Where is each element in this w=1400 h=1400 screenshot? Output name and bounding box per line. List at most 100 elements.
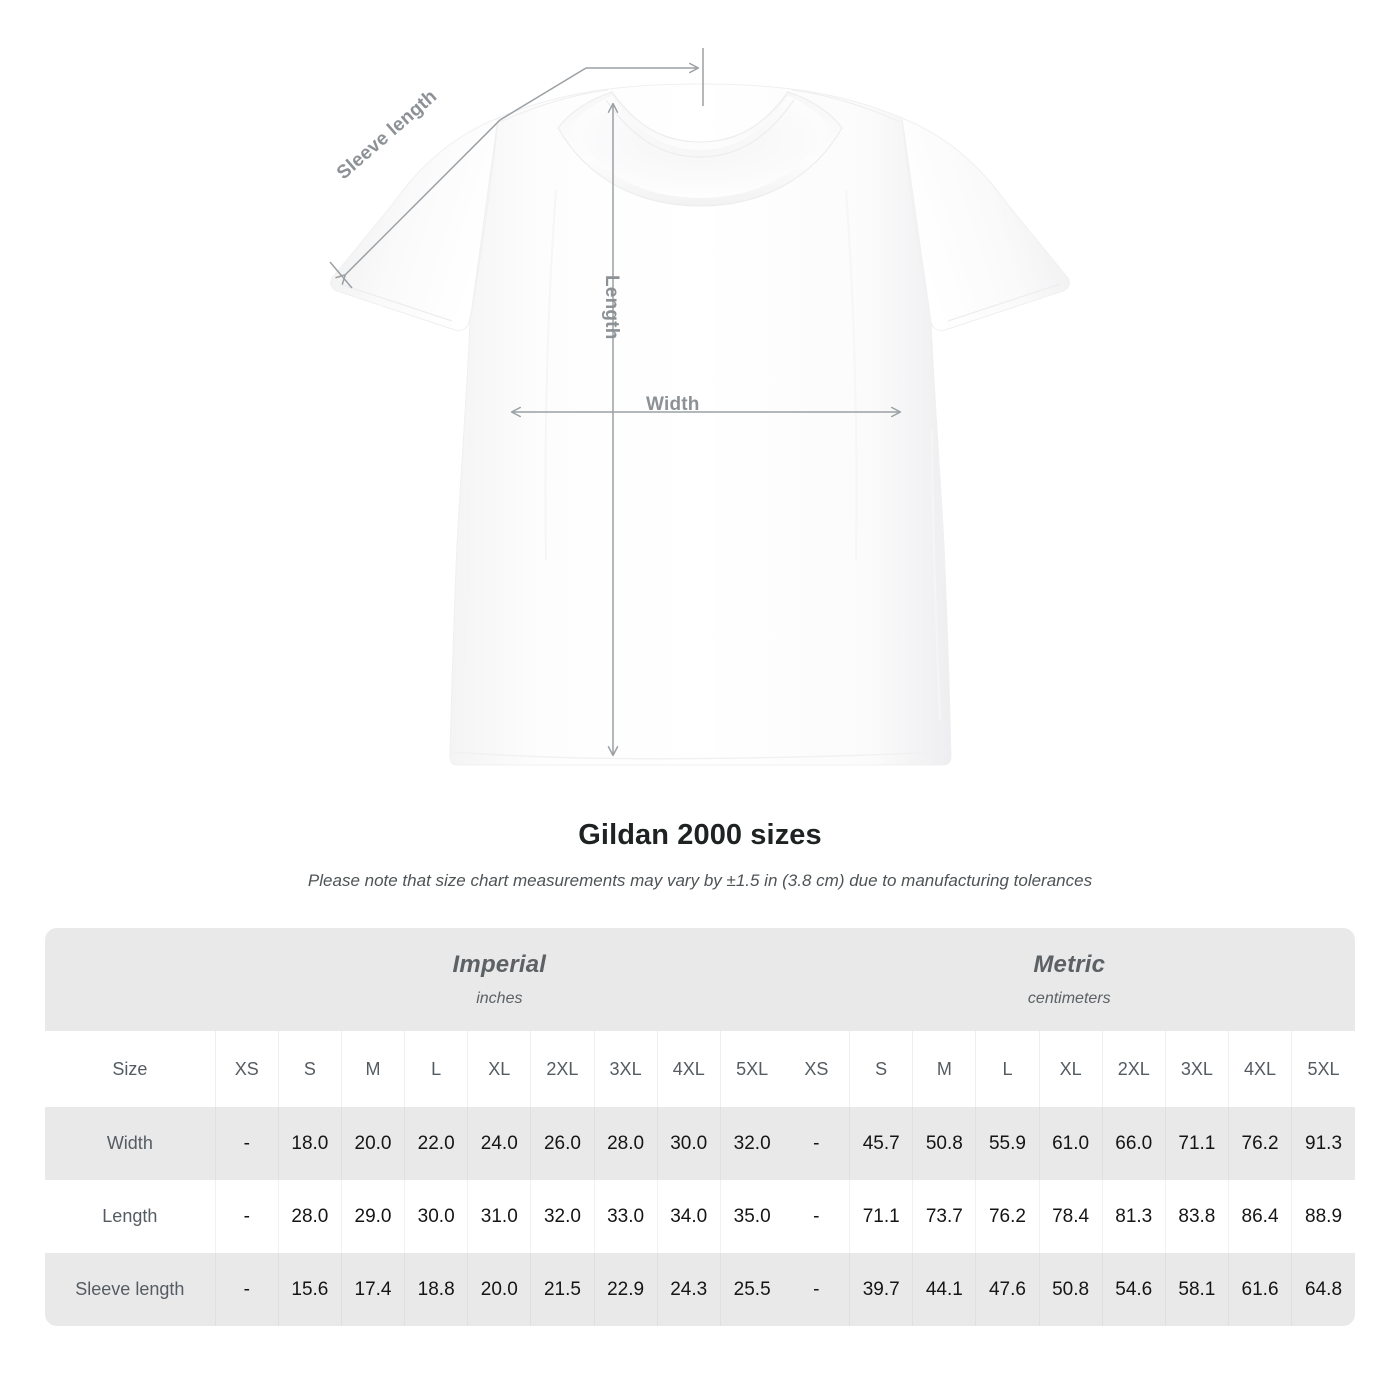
cell-width-imperial-m: 20.0	[340, 1107, 405, 1180]
size-header-metric-2xl: 2XL	[1101, 1031, 1166, 1107]
cell-sleeve-length-metric-3xl: 58.1	[1164, 1253, 1229, 1326]
sleeve-end-tick	[329, 261, 353, 289]
cell-length-metric-m: 73.7	[912, 1180, 976, 1253]
cell-length-metric-4xl: 86.4	[1227, 1180, 1292, 1253]
cell-length-imperial-s: 28.0	[277, 1180, 342, 1253]
cell-sleeve-length-imperial-3xl: 22.9	[593, 1253, 658, 1326]
cell-length-metric-xl: 78.4	[1038, 1180, 1103, 1253]
cell-sleeve-length-metric-4xl: 61.6	[1227, 1253, 1292, 1326]
cell-width-metric-4xl: 76.2	[1227, 1107, 1292, 1180]
cell-sleeve-length-metric-2xl: 54.6	[1101, 1253, 1166, 1326]
cell-sleeve-length-metric-5xl: 64.8	[1291, 1253, 1355, 1326]
size-chart-table-container: Imperial inches Metric centimeters Size X…	[45, 928, 1355, 1326]
cell-sleeve-length-imperial-xl: 20.0	[467, 1253, 531, 1326]
size-header-imperial-5xl: 5XL	[719, 1031, 784, 1107]
size-header-row: Size XS S M L XL 2XL 3XL 4XL 5XL XS S M L XL 2XL 3XL 4XL 5…	[45, 1031, 1355, 1107]
size-chart-table: Imperial inches Metric centimeters Size X…	[45, 928, 1355, 1326]
cell-length-imperial-xl: 31.0	[467, 1180, 531, 1253]
cell-width-imperial-xl: 24.0	[467, 1107, 531, 1180]
cell-length-metric-3xl: 83.8	[1164, 1180, 1229, 1253]
tolerance-note: Please note that size chart measurements…	[307, 870, 1093, 890]
width-label: Width	[646, 394, 700, 415]
cell-length-imperial-3xl: 33.0	[593, 1180, 658, 1253]
table-row: Width -18.0 20.0 22.0 24.0 26.0 28.0 30.0 32.0-4…	[45, 1107, 1355, 1180]
size-header-metric-xl: XL	[1038, 1031, 1103, 1107]
length-label: Length	[601, 275, 622, 340]
row-label-sleeve-length: Sleeve length	[45, 1253, 216, 1326]
page-title: Gildan 2000 sizes	[578, 819, 822, 851]
sleeve-length-arrow	[335, 119, 501, 285]
cell-length-metric-2xl: 81.3	[1101, 1180, 1166, 1253]
unit-banner-row: Imperial inches Metric centimeters	[45, 928, 1355, 1031]
cell-sleeve-length-imperial-4xl: 24.3	[656, 1253, 721, 1326]
title-block: Gildan 2000 sizes Please note that size …	[0, 818, 1400, 892]
cell-sleeve-length-metric-xs: -	[783, 1253, 850, 1326]
cell-sleeve-length-imperial-l: 18.8	[404, 1253, 468, 1326]
size-header-imperial-xs: XS	[214, 1031, 279, 1107]
cell-sleeve-length-imperial-2xl: 21.5	[530, 1253, 594, 1326]
cell-length-imperial-xs: -	[214, 1180, 279, 1253]
cell-sleeve-length-metric-l: 47.6	[975, 1253, 1040, 1326]
cell-length-imperial-m: 29.0	[340, 1180, 405, 1253]
cell-sleeve-length-metric-m: 44.1	[912, 1253, 976, 1326]
cell-width-metric-3xl: 71.1	[1164, 1107, 1229, 1180]
shirt-body-shape	[330, 83, 1070, 766]
size-header-metric-xs: XS	[783, 1031, 850, 1107]
size-header-metric-l: L	[975, 1031, 1040, 1107]
cell-width-imperial-l: 22.0	[404, 1107, 468, 1180]
size-header-metric-s: S	[849, 1031, 913, 1107]
row-label-length: Length	[45, 1180, 216, 1253]
size-header-metric-m: M	[912, 1031, 976, 1107]
unit-group-metric-name: Metric	[1033, 950, 1106, 978]
cell-sleeve-length-metric-s: 39.7	[849, 1253, 913, 1326]
size-header-imperial-l: L	[404, 1031, 468, 1107]
cell-length-imperial-2xl: 32.0	[530, 1180, 594, 1253]
cell-sleeve-length-imperial-s: 15.6	[277, 1253, 342, 1326]
unit-group-imperial-sub: inches	[476, 989, 523, 1007]
size-header-imperial-4xl: 4XL	[656, 1031, 721, 1107]
table-row: Length -28.0 29.0 30.0 31.0 32.0 33.0 34.0 35.0-…	[45, 1180, 1355, 1253]
cell-length-metric-l: 76.2	[975, 1180, 1040, 1253]
size-header-imperial-2xl: 2XL	[530, 1031, 594, 1107]
cell-width-imperial-s: 18.0	[277, 1107, 342, 1180]
cell-width-metric-5xl: 91.3	[1291, 1107, 1355, 1180]
size-chart-body: Width -18.0 20.0 22.0 24.0 26.0 28.0 30.0 32.0-4…	[45, 1107, 1355, 1326]
size-header-imperial-3xl: 3XL	[593, 1031, 658, 1107]
unit-group-metric: Metric centimeters	[783, 928, 1355, 1031]
cell-sleeve-length-metric-xl: 50.8	[1038, 1253, 1103, 1326]
cell-sleeve-length-imperial-5xl: 25.5	[719, 1253, 784, 1326]
measurement-arrows	[329, 48, 902, 757]
size-header-metric-5xl: 5XL	[1291, 1031, 1355, 1107]
cell-length-metric-xs: -	[783, 1180, 850, 1253]
cell-width-metric-s: 45.7	[849, 1107, 913, 1180]
cell-width-imperial-2xl: 26.0	[530, 1107, 594, 1180]
cell-width-imperial-5xl: 32.0	[719, 1107, 784, 1180]
unit-group-metric-sub: centimeters	[1027, 989, 1111, 1007]
size-header-imperial-m: M	[340, 1031, 405, 1107]
cell-sleeve-length-imperial-xs: -	[214, 1253, 279, 1326]
cell-sleeve-length-imperial-m: 17.4	[340, 1253, 405, 1326]
cell-length-metric-5xl: 88.9	[1291, 1180, 1355, 1253]
cell-width-metric-m: 50.8	[912, 1107, 976, 1180]
cell-length-imperial-l: 30.0	[404, 1180, 468, 1253]
cell-width-imperial-4xl: 30.0	[656, 1107, 721, 1180]
size-header-metric-3xl: 3XL	[1164, 1031, 1229, 1107]
cell-width-metric-l: 55.9	[975, 1107, 1040, 1180]
cell-width-metric-xs: -	[783, 1107, 850, 1180]
cell-length-imperial-5xl: 35.0	[719, 1180, 784, 1253]
table-row: Sleeve length -15.6 17.4 18.8 20.0 21.5 22.9 24…	[45, 1253, 1355, 1326]
cell-width-metric-2xl: 66.0	[1101, 1107, 1166, 1180]
size-header-label: Size	[45, 1031, 216, 1107]
cell-width-imperial-xs: -	[214, 1107, 279, 1180]
cell-width-imperial-3xl: 28.0	[593, 1107, 658, 1180]
cell-length-imperial-4xl: 34.0	[656, 1180, 721, 1253]
cell-length-metric-s: 71.1	[849, 1180, 913, 1253]
size-header-imperial-s: S	[277, 1031, 342, 1107]
unit-group-imperial: Imperial inches	[215, 928, 784, 1031]
row-label-width: Width	[45, 1107, 216, 1180]
tshirt-illustration: Sleeve length Length Width	[329, 48, 1070, 766]
size-header-metric-4xl: 4XL	[1227, 1031, 1292, 1107]
tshirt-graphic	[329, 48, 1070, 766]
cell-width-metric-xl: 61.0	[1038, 1107, 1103, 1180]
size-header-imperial-xl: XL	[467, 1031, 531, 1107]
